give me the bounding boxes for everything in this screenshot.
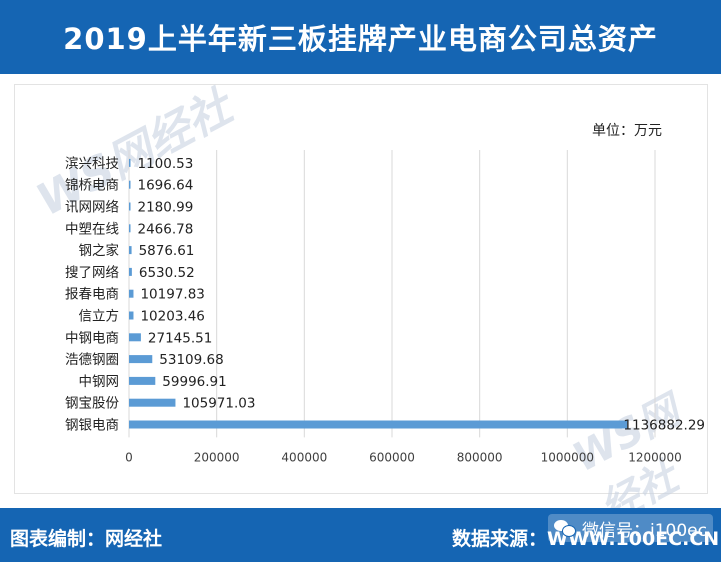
bar bbox=[129, 289, 134, 298]
data-label: 2466.78 bbox=[138, 221, 194, 237]
bar bbox=[129, 202, 131, 211]
bar bbox=[129, 180, 131, 189]
x-tick-label: 400000 bbox=[281, 450, 327, 464]
category-label: 滨兴科技 bbox=[65, 156, 119, 172]
data-label: 2180.99 bbox=[138, 200, 194, 216]
bar bbox=[129, 420, 628, 429]
bar bbox=[129, 355, 153, 364]
data-label: 59996.91 bbox=[162, 374, 226, 390]
category-label: 信立方 bbox=[79, 309, 120, 325]
bar bbox=[129, 333, 141, 342]
category-label: 搜了网络 bbox=[65, 265, 119, 281]
category-label: 报春电商 bbox=[65, 287, 119, 303]
bar bbox=[129, 158, 131, 167]
data-label: 53109.68 bbox=[159, 352, 223, 368]
wechat-badge: 微信号：i100ec bbox=[548, 514, 713, 542]
bar bbox=[129, 311, 134, 320]
footer-banner: 图表编制：网经社 数据来源：WWW.100EC.CN bbox=[0, 508, 721, 562]
data-label: 6530.52 bbox=[139, 265, 195, 281]
data-label: 1696.64 bbox=[138, 178, 194, 194]
category-label: 钢之家 bbox=[79, 242, 120, 259]
x-tick-label: 800000 bbox=[457, 450, 503, 464]
category-label: 中钢网 bbox=[79, 374, 120, 390]
bar bbox=[129, 267, 132, 276]
bar bbox=[129, 246, 132, 255]
category-label: 讯网网络 bbox=[65, 200, 119, 216]
bar bbox=[129, 398, 176, 407]
data-label: 1100.53 bbox=[138, 156, 194, 172]
footer-source: 数据来源：WWW.100EC.CN bbox=[452, 528, 720, 550]
chart-title: 2019上半年新三板挂牌产业电商公司总资产 bbox=[63, 22, 658, 56]
x-tick-label: 1000000 bbox=[541, 450, 594, 464]
data-label: 27145.51 bbox=[148, 330, 212, 346]
category-label: 钢宝股份 bbox=[65, 396, 119, 412]
wechat-icon bbox=[554, 519, 576, 537]
x-tick-label: 600000 bbox=[369, 450, 415, 464]
x-tick-label: 200000 bbox=[194, 450, 240, 464]
unit-label: 单位：万元 bbox=[592, 123, 662, 139]
data-label: 10197.83 bbox=[140, 287, 204, 303]
data-label: 1136882.29 bbox=[623, 418, 705, 434]
footer-compiler: 图表编制：网经社 bbox=[10, 528, 163, 550]
bar bbox=[129, 224, 131, 233]
category-label: 中塑在线 bbox=[65, 221, 119, 237]
x-tick-label: 0 bbox=[125, 450, 133, 464]
category-label: 锦桥电商 bbox=[65, 178, 119, 194]
x-tick-label: 1200000 bbox=[628, 450, 681, 464]
category-label: 中钢电商 bbox=[65, 330, 119, 346]
data-label: 5876.61 bbox=[139, 243, 195, 259]
wechat-id: 微信号：i100ec bbox=[582, 520, 707, 541]
bar bbox=[129, 376, 156, 385]
header-banner: 2019上半年新三板挂牌产业电商公司总资产 bbox=[0, 0, 721, 74]
category-label: 钢银电商 bbox=[65, 418, 119, 434]
data-label: 105971.03 bbox=[182, 396, 255, 412]
category-label: 浩德钢圈 bbox=[65, 352, 119, 368]
data-label: 10203.46 bbox=[140, 309, 204, 325]
